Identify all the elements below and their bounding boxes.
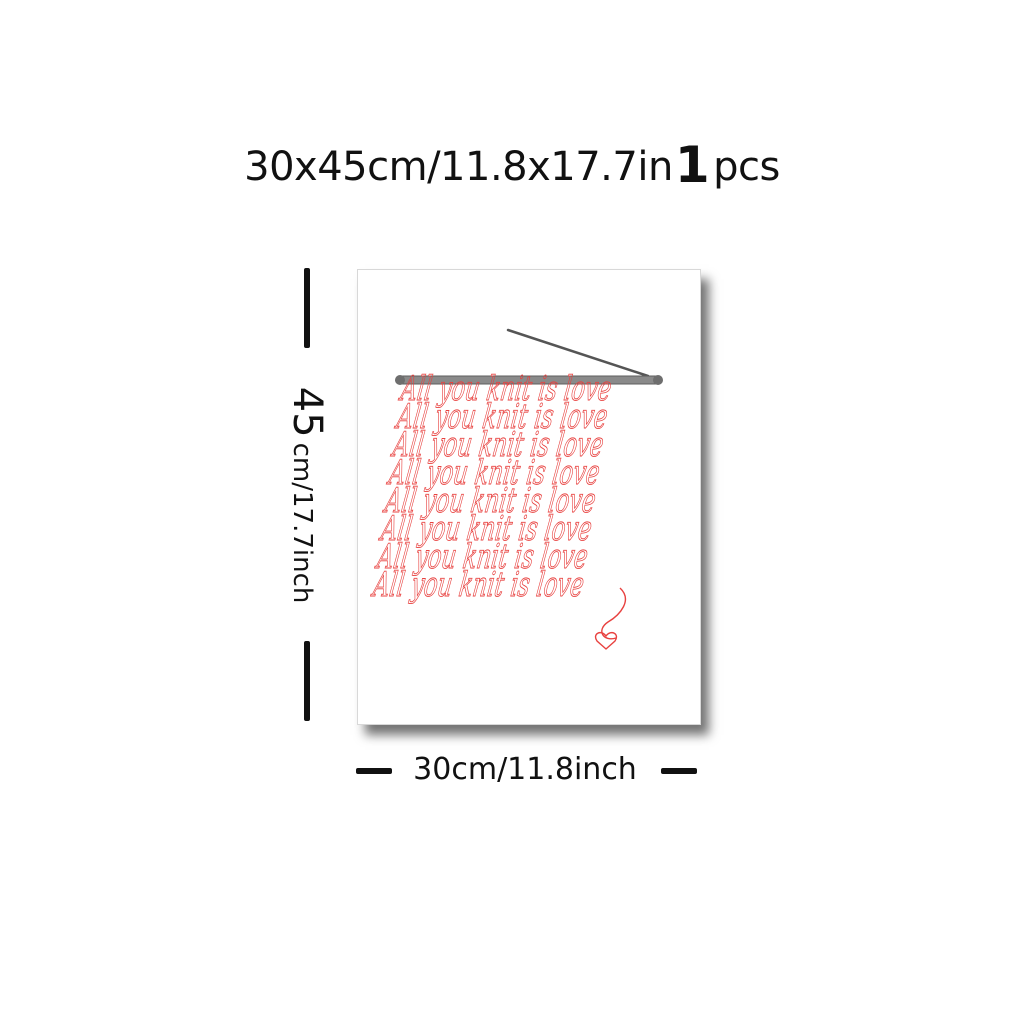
size-text: 30x45cm/11.8x17.7in: [244, 144, 673, 190]
height-dimension-label: 45 cm/17.7inch: [284, 387, 330, 604]
height-unit-text: cm/17.7inch: [287, 442, 317, 604]
poster-frame: All you knit is love All you knit is love…: [357, 269, 701, 725]
knitted-text-row: All you knit is love: [377, 509, 595, 549]
width-dimension-line-left: [356, 768, 392, 774]
heart-icon: [594, 631, 618, 650]
knitted-text-row: All you knit is love: [373, 537, 591, 577]
quantity-number: 1: [674, 136, 710, 194]
knitted-text-row: All you knit is love: [369, 565, 587, 605]
knitted-text-row: All you knit is love: [389, 425, 607, 465]
yarn-tail: [601, 587, 626, 640]
quantity-unit: pcs: [713, 144, 780, 190]
width-dimension-label: 30cm/11.8inch: [413, 752, 637, 787]
knitted-text-row: All you knit is love: [393, 397, 611, 437]
height-dimension-line-bottom: [304, 641, 310, 721]
knitted-text-row: All you knit is love: [396, 369, 614, 409]
width-dimension-line-right: [661, 768, 697, 774]
height-number: 45: [284, 386, 330, 438]
knitted-text-row: All you knit is love: [381, 481, 599, 521]
height-dimension-line-top: [304, 268, 310, 348]
needle-end-left: [395, 375, 405, 385]
knitting-needle-back: [506, 328, 650, 378]
needle-end-right: [653, 375, 663, 385]
product-title: 30x45cm/11.8x17.7in1 pcs: [0, 136, 1024, 194]
knitted-text-row: All you knit is love: [385, 453, 603, 493]
